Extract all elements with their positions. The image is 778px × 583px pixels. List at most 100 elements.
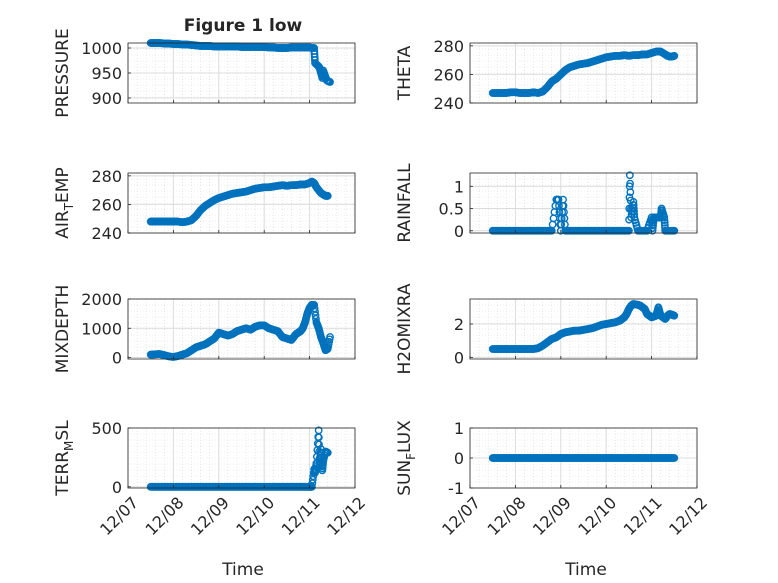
axes-box [469, 42, 698, 104]
data-point [626, 188, 635, 197]
data-point [648, 224, 657, 233]
panel-pressure: 900 950 1000 PRESSURE [53, 28, 356, 118]
y-axis-label: H2OMIXRA [395, 283, 415, 374]
panel-sun_flux: -1 0 1 12/07 12/08 12/09 12/10 12/11 12/12 SUNFLU… [395, 419, 711, 539]
data-point [323, 448, 332, 457]
panel-terr_msl: 0 500 12/07 12/08 12/09 12/10 12/11 12/12 TERRMS… [53, 419, 369, 539]
y-axis-label-tail: EMP [53, 167, 73, 203]
data-point [323, 191, 332, 200]
data-point [308, 475, 317, 484]
y-tick-label: 240 [91, 224, 122, 243]
x-tick-label: 12/07 [96, 493, 142, 539]
data-point [307, 482, 316, 491]
x-tick-label: 12/08 [484, 493, 530, 539]
y-tick-label: 1 [454, 419, 464, 438]
data-point [670, 226, 679, 235]
y-tick-label: 260 [91, 195, 122, 214]
series-markers [488, 454, 679, 462]
panel-air_temp: 240 260 280 AIRTEMP [53, 167, 356, 243]
x-tick-label: 12/11 [620, 493, 666, 539]
x-tick-label: 12/12 [323, 493, 369, 539]
panel-h2omixra: 0 2 H2OMIXRA [395, 283, 698, 375]
y-tick-label: 0 [112, 478, 122, 497]
data-point [670, 311, 679, 320]
panel-theta: 240 260 280 THETA [395, 37, 698, 113]
axes-box [127, 172, 356, 234]
y-axis-label-main: RAINFALL [395, 163, 415, 243]
y-tick-label: 500 [91, 419, 122, 438]
series-markers [146, 39, 334, 86]
data-point [625, 226, 633, 235]
y-axis-label: AIRTEMP [53, 167, 76, 238]
data-point [660, 216, 669, 225]
y-tick-label: 950 [91, 64, 122, 83]
data-point [326, 333, 334, 341]
y-tick-label: 1000 [81, 319, 122, 338]
series-markers [146, 300, 334, 361]
y-tick-label: 2000 [81, 290, 122, 309]
axes-box [127, 427, 356, 489]
series-markers [488, 47, 679, 97]
x-tick-label: 12/12 [665, 493, 711, 539]
x-tick-label: 12/10 [574, 493, 620, 539]
y-tick-label: 260 [433, 65, 464, 84]
data-point [311, 311, 320, 320]
y-axis-label: PRESSURE [53, 28, 73, 117]
y-tick-label: 2 [454, 315, 464, 334]
y-tick-label: 240 [433, 94, 464, 113]
y-axis-label: THETA [395, 45, 415, 101]
y-axis-label-main: SUN [395, 460, 415, 496]
data-point [308, 479, 317, 488]
x-axis-label-right: Time [564, 560, 607, 580]
panel-mixdepth: 0 1000 2000 MIXDEPTH [53, 285, 356, 374]
data-point [670, 454, 679, 462]
data-point [311, 307, 319, 316]
x-tick-label: 12/11 [278, 493, 324, 539]
y-axis-label-tail: LUX [395, 420, 415, 453]
y-axis-label-main: PRESSURE [53, 28, 73, 117]
data-point [310, 300, 319, 309]
y-tick-label: 0 [454, 348, 464, 367]
y-axis-label-subscript: F [404, 453, 418, 460]
x-tick-label: 12/09 [529, 493, 575, 539]
data-point [625, 171, 634, 180]
y-axis-label-main: AIR [53, 210, 73, 239]
data-point [660, 213, 669, 222]
data-point [626, 179, 634, 188]
y-axis-label-main: H2OMIXRA [395, 283, 415, 374]
figure-title: Figure 1 low [184, 16, 303, 36]
data-point [310, 304, 319, 313]
data-point [649, 221, 657, 230]
y-tick-label: -1 [448, 479, 464, 498]
y-tick-label: 0 [454, 222, 464, 241]
x-tick-label: 12/08 [142, 493, 188, 539]
series-markers [146, 177, 332, 227]
y-axis-label-main: THETA [395, 45, 415, 101]
axes-box [469, 172, 698, 234]
y-axis-label-subscript: T [62, 202, 76, 211]
y-tick-label: 0 [454, 449, 464, 468]
series-markers [146, 426, 332, 491]
y-axis-label: SUNFLUX [395, 420, 418, 496]
data-point [648, 226, 657, 235]
series-markers [488, 300, 679, 353]
x-axis-label-left: Time [221, 560, 264, 580]
y-tick-label: 1000 [81, 39, 122, 58]
y-tick-label: 1 [454, 177, 464, 196]
data-point [670, 51, 679, 60]
y-tick-label: 0 [112, 349, 122, 368]
y-axis-label: TERRMSL [53, 420, 76, 497]
x-tick-label: 12/09 [187, 493, 233, 539]
x-tick-label: 12/10 [232, 493, 278, 539]
x-tick-label: 12/07 [438, 493, 484, 539]
y-axis-label-subscript: M [62, 441, 76, 451]
axes-box [127, 298, 356, 360]
y-axis-label: MIXDEPTH [53, 285, 73, 374]
y-axis-label: RAINFALL [395, 163, 415, 243]
panel-rainfall: 0 0.5 1 RAINFALL [395, 163, 698, 243]
data-point [660, 218, 669, 227]
y-tick-label: 0.5 [439, 200, 464, 219]
y-tick-label: 280 [433, 37, 464, 56]
data-point [326, 78, 334, 86]
